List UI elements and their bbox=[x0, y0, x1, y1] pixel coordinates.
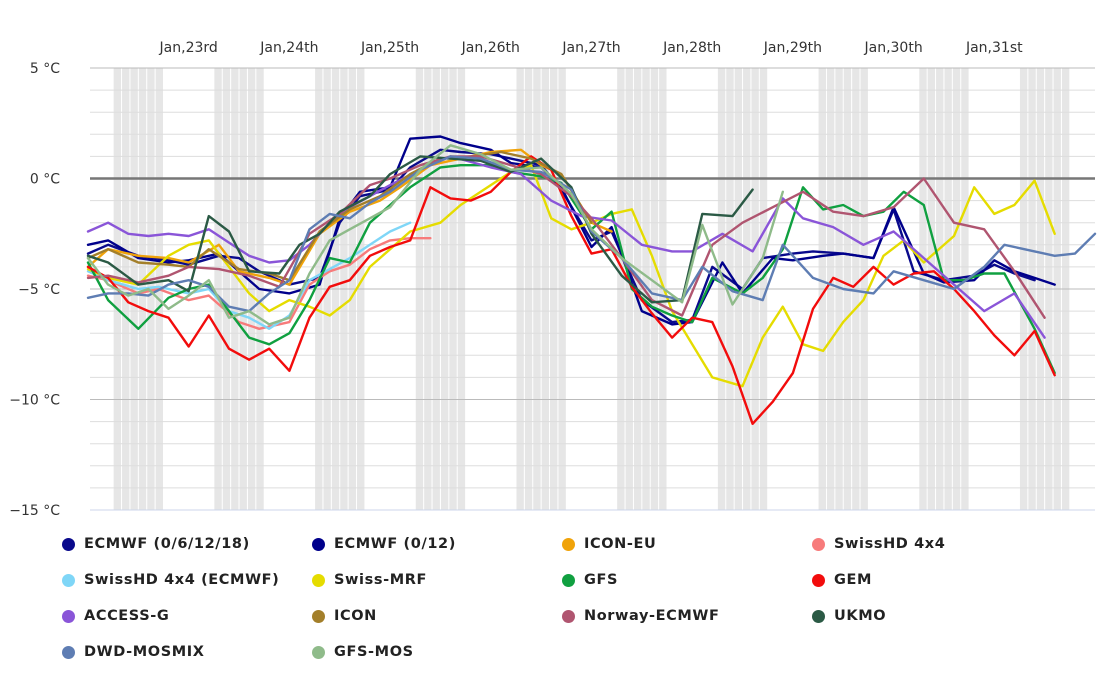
legend-item-icon-eu[interactable]: ICON-EU bbox=[562, 533, 656, 555]
legend-marker bbox=[312, 573, 325, 587]
legend-marker bbox=[812, 537, 825, 551]
x-tick-label: Jan,23rd bbox=[159, 40, 218, 56]
legend-item-swisshd-4x4-ecmwf[interactable]: SwissHD 4x4 (ECMWF) bbox=[62, 569, 279, 591]
x-tick-label: Jan,25th bbox=[360, 40, 419, 56]
x-tick-label: Jan,27th bbox=[561, 40, 620, 56]
legend-marker bbox=[312, 609, 325, 623]
legend-item-norway-ecmwf[interactable]: Norway-ECMWF bbox=[562, 605, 720, 627]
series-line-ukmo bbox=[86, 155, 754, 304]
legend-label: GFS bbox=[584, 572, 619, 588]
y-tick-label: 0 °C bbox=[30, 172, 60, 188]
y-tick-label: −15 °C bbox=[9, 503, 60, 519]
legend-label: ICON bbox=[334, 608, 377, 624]
legend-label: Swiss-MRF bbox=[334, 572, 427, 588]
legend-item-swisshd-4x4[interactable]: SwissHD 4x4 bbox=[812, 533, 945, 555]
legend-item-swiss-mrf[interactable]: Swiss-MRF bbox=[312, 569, 427, 591]
legend-label: Norway-ECMWF bbox=[584, 608, 720, 624]
series-line-gfs-mos bbox=[86, 144, 784, 326]
legend-label: SwissHD 4x4 bbox=[834, 536, 946, 552]
x-tick-label: Jan,30th bbox=[863, 40, 922, 56]
legend-item-ecmwf-0-12[interactable]: ECMWF (0/12) bbox=[312, 533, 456, 555]
legend-label: DWD-MOSMIX bbox=[84, 644, 205, 660]
legend-marker bbox=[812, 573, 825, 587]
legend-marker bbox=[62, 609, 75, 623]
legend-marker bbox=[62, 573, 75, 587]
x-tick-label: Jan,29th bbox=[763, 40, 822, 56]
legend-marker bbox=[562, 537, 575, 551]
legend-label: SwissHD 4x4 (ECMWF) bbox=[84, 572, 280, 588]
y-tick-label: 5 °C bbox=[30, 61, 60, 77]
legend-marker bbox=[312, 537, 325, 551]
legend-marker bbox=[562, 573, 575, 587]
series-line-icon bbox=[86, 150, 593, 282]
legend-item-gfs-mos[interactable]: GFS-MOS bbox=[312, 641, 414, 663]
legend-label: GFS-MOS bbox=[334, 644, 414, 660]
y-tick-label: −10 °C bbox=[9, 393, 60, 409]
legend-marker bbox=[812, 609, 825, 623]
y-axis-tick-labels: 5 °C 0 °C −5 °C −10 °C −15 °C bbox=[9, 61, 60, 519]
series-line-gem bbox=[86, 155, 1056, 425]
x-axis-tick-labels: Jan,23rd Jan,24th Jan,25th Jan,26th Jan,27th… bbox=[159, 40, 1024, 56]
legend-marker bbox=[62, 645, 75, 659]
legend-marker bbox=[312, 645, 325, 659]
legend-item-access-g[interactable]: ACCESS-G bbox=[62, 605, 169, 627]
legend-item-gfs[interactable]: GFS bbox=[562, 569, 618, 591]
x-tick-label: Jan,28th bbox=[662, 40, 721, 56]
legend-item-gem[interactable]: GEM bbox=[812, 569, 872, 591]
legend-item-ecmwf-0-6-12-18[interactable]: ECMWF (0/6/12/18) bbox=[62, 533, 250, 555]
legend-label: ECMWF (0/12) bbox=[334, 536, 456, 552]
legend-item-ukmo[interactable]: UKMO bbox=[812, 605, 886, 627]
temperature-forecast-chart: 5 °C 0 °C −5 °C −10 °C −15 °C Jan,23rd Jan,24… bbox=[9, 40, 1097, 519]
x-tick-label: Jan,24th bbox=[259, 40, 318, 56]
legend-label: ECMWF (0/6/12/18) bbox=[84, 536, 250, 552]
legend-label: GEM bbox=[834, 572, 873, 588]
legend-label: ICON-EU bbox=[584, 536, 657, 552]
gridlines bbox=[90, 67, 1096, 511]
legend-marker bbox=[62, 537, 75, 551]
y-tick-label: −5 °C bbox=[18, 282, 60, 298]
legend-item-dwd-mosmix[interactable]: DWD-MOSMIX bbox=[62, 641, 205, 663]
legend-label: ACCESS-G bbox=[84, 608, 170, 624]
legend-item-icon[interactable]: ICON bbox=[312, 605, 377, 627]
series-line-norway-ecmwf bbox=[86, 155, 1046, 319]
legend-marker bbox=[562, 609, 575, 623]
series-line-ecmwf-0-12 bbox=[86, 135, 1056, 326]
legend-label: UKMO bbox=[834, 608, 887, 624]
x-tick-label: Jan,31st bbox=[965, 40, 1023, 56]
x-tick-label: Jan,26th bbox=[461, 40, 520, 56]
series-lines bbox=[86, 135, 1097, 425]
